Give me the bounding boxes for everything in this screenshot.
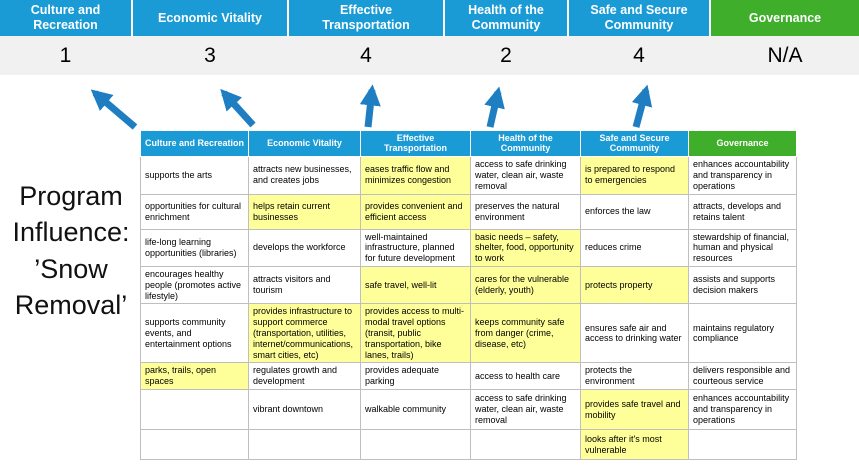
matrix-header-5: Governance [688,130,797,157]
matrix-cell: helps retain current businesses [248,193,361,230]
matrix-cell: looks after it's most vulnerable [580,429,689,461]
matrix-cell: basic needs – safety, shelter, food, opp… [470,228,581,268]
banner-header-3: Health of the Community [445,0,567,36]
banner-header-4: Safe and Secure Community [569,0,709,36]
matrix-cell: delivers responsible and courteous servi… [688,362,797,391]
matrix-cell: access to safe drinking water, clean air… [470,389,581,431]
matrix-header-3: Health of the Community [470,130,581,157]
matrix-cell [140,389,249,431]
matrix-row-3: encourages healthy people (promotes acti… [140,266,797,305]
matrix-cell [140,429,249,461]
matrix-cell: vibrant downtown [248,389,361,431]
influence-matrix: Culture and Recreation Economic Vitality E… [140,130,797,461]
matrix-cell: protects property [580,266,689,305]
matrix-cell: maintains regulatory compliance [688,303,797,364]
banner-header-2: Effective Transportation [289,0,443,36]
matrix-cell: safe travel, well-lit [360,266,471,305]
arrow-up-icon [631,84,653,128]
matrix-header-4: Safe and Secure Community [580,130,689,157]
arrow-up-icon [359,84,381,128]
program-title-line: Program [19,181,123,211]
program-title-line: ’Snow [34,253,108,284]
banner-score-3: 2 [500,43,512,67]
matrix-cell: encourages healthy people (promotes acti… [140,266,249,305]
matrix-header-0: Culture and Recreation [140,130,249,157]
matrix-cell: provides convenient and efficient access [360,193,471,230]
banner-score-1: 3 [204,43,216,67]
matrix-cell: opportunities for cultural enrichment [140,193,249,230]
matrix-cell: life-long learning opportunities (librar… [140,228,249,268]
matrix-cell: ensures safe air and access to drinking … [580,303,689,364]
matrix-cell: preserves the natural environment [470,193,581,230]
matrix-cell: parks, trails, open spaces [140,362,249,391]
matrix-row-1: opportunities for cultural enrichment hel… [140,193,797,230]
banner-header-row: Culture and Recreation Economic Vitality E… [0,0,859,36]
banner-score-0: 1 [59,43,72,67]
arrow-up-icon [484,86,505,128]
matrix-cell [360,429,471,461]
matrix-cell: access to safe drinking water, clean air… [470,155,581,195]
matrix-cell: well-maintained infrastructure, planned … [360,228,471,268]
arrow-up-icon [90,89,138,130]
matrix-row-6: vibrant downtown walkable community access… [140,389,797,431]
matrix-cell [470,429,581,461]
matrix-row-0: supports the arts attracts new businesses… [140,155,797,195]
matrix-cell: attracts, develops and retains talent [688,193,797,230]
matrix-cell: supports the arts [140,155,249,195]
banner-score-row: 1 3 4 2 4 N/A [0,36,859,75]
program-title-line: Influence: [12,217,130,248]
matrix-cell: develops the workforce [248,228,361,268]
matrix-cell: eases traffic flow and minimizes congest… [360,155,471,195]
matrix-cell: regulates growth and development [248,362,361,391]
program-title-line: Removal’ [14,290,128,321]
matrix-cell: access to health care [470,362,581,391]
arrow-up-icon [220,88,256,128]
banner-header-1: Economic Vitality [133,0,287,36]
matrix-cell: cares for the vulnerable (elderly, youth… [470,266,581,305]
matrix-cell: enforces the law [580,193,689,230]
matrix-cell: is prepared to respond to emergencies [580,155,689,195]
matrix-cell [248,429,361,461]
matrix-cell: attracts new businesses, and creates job… [248,155,361,195]
matrix-header-2: Effective Transportation [360,130,471,157]
banner-score-5: N/A [767,43,803,67]
matrix-cell: stewardship of financial, human and phys… [688,228,797,268]
matrix-cell: enhances accountability and transparency… [688,389,797,431]
matrix-cell: attracts visitors and tourism [248,266,361,305]
matrix-cell: provides adequate parking [360,362,471,391]
matrix-row-7: looks after it's most vulnerable [140,429,797,461]
score-banner: Culture and Recreation Economic Vitality E… [0,0,859,75]
matrix-row-4: supports community events, and entertain… [140,303,797,364]
matrix-row-5: parks, trails, open spaces regulates grow… [140,362,797,391]
matrix-cell: reduces crime [580,228,689,268]
matrix-row-2: life-long learning opportunities (librar… [140,228,797,268]
matrix-cell [688,429,797,461]
matrix-cell: provides safe travel and mobility [580,389,689,431]
matrix-cell: enhances accountability and transparency… [688,155,797,195]
matrix-cell: protects the environment [580,362,689,391]
banner-header-5: Governance [711,0,859,36]
banner-score-2: 4 [360,43,372,67]
matrix-cell: keeps community safe from danger (crime,… [470,303,581,364]
matrix-cell: supports community events, and entertain… [140,303,249,364]
banner-header-0: Culture and Recreation [0,0,131,36]
matrix-cell: assists and supports decision makers [688,266,797,305]
matrix-cell: provides infrastructure to support comme… [248,303,361,364]
program-title: Program Influence: ’Snow Removal’ [0,178,142,324]
matrix-cell: walkable community [360,389,471,431]
banner-score-4: 4 [633,43,645,67]
matrix-cell: provides access to multi-modal travel op… [360,303,471,364]
matrix-header-1: Economic Vitality [248,130,361,157]
